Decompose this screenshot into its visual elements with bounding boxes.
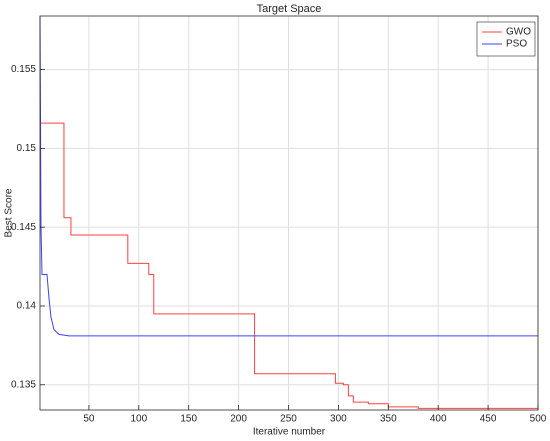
series-line: [39, 15, 538, 337]
x-tick-label: 400: [430, 414, 447, 425]
lines: [39, 15, 538, 409]
legend-label: PSO: [506, 39, 527, 50]
series-line: [40, 122, 538, 409]
y-tick-label: 0.135: [11, 379, 36, 390]
x-tick-label: 300: [330, 414, 347, 425]
x-tick-label: 350: [380, 414, 397, 425]
y-tick-label: 0.145: [11, 222, 36, 233]
x-tick-label: 150: [180, 414, 197, 425]
x-tick-label: 450: [480, 414, 497, 425]
y-tick-label: 0.155: [11, 64, 36, 75]
x-tick-label: 500: [530, 414, 547, 425]
legend-box: [476, 21, 536, 57]
y-tick-label: 0.14: [17, 301, 37, 312]
x-tick-label: 200: [230, 414, 247, 425]
x-axis-label: Iterative number: [253, 427, 326, 438]
y-axis-label: Best Score: [4, 188, 15, 237]
legend-label: GWO: [506, 27, 531, 38]
chart-title: Target Space: [257, 3, 322, 15]
y-tick-label: 0.15: [17, 143, 37, 154]
x-tick-label: 250: [280, 414, 297, 425]
x-tick-label: 100: [130, 414, 147, 425]
axes-box: [39, 15, 539, 411]
ticks: 50 100 150 200 250 300 350 400 450 500 0.135 0.14 0.…: [11, 64, 547, 424]
x-tick-label: 50: [83, 414, 95, 425]
